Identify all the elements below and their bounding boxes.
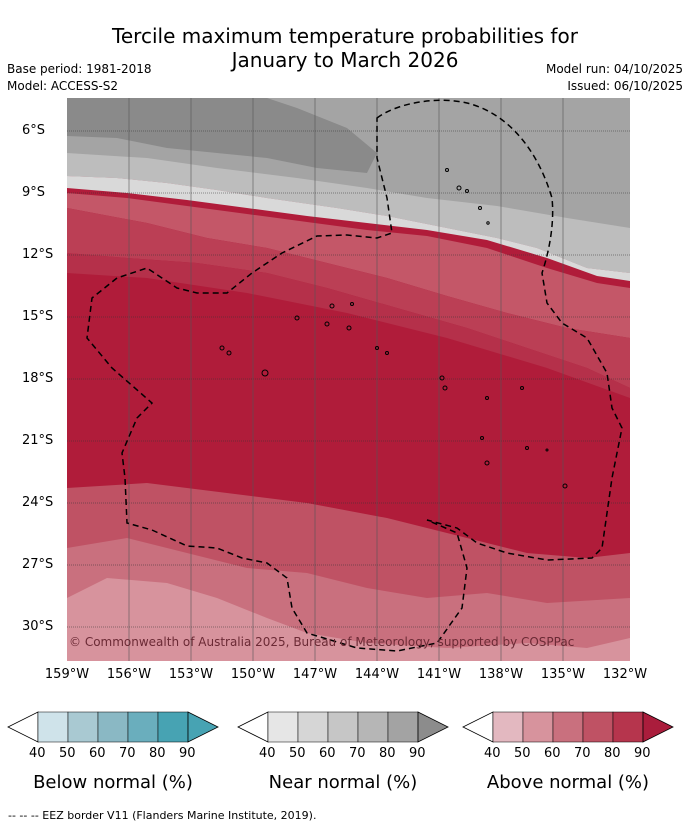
lon-label: 132°W (602, 667, 648, 682)
above-tick: 90 (634, 746, 651, 761)
above-tick: 80 (604, 746, 621, 761)
below-tick: 50 (59, 746, 76, 761)
above-normal-colorbar (462, 711, 674, 743)
near-tick: 50 (289, 746, 306, 761)
above-normal-70-band (67, 193, 630, 338)
near-normal-low-region (67, 153, 630, 273)
lat-label: 12°S (22, 247, 54, 262)
above-normal-80-band (67, 208, 630, 388)
near-tick: 60 (319, 746, 336, 761)
map-title-line2: January to March 2026 (231, 48, 459, 72)
near-normal-title: Near normal (%) (268, 772, 418, 793)
near-normal-high-region (67, 98, 377, 173)
above-tick: 50 (514, 746, 531, 761)
lon-gridlines (128, 98, 564, 661)
below-tick: 40 (29, 746, 46, 761)
below-tick: 60 (89, 746, 106, 761)
lat-label: 9°S (22, 185, 46, 200)
colorbars (7, 711, 674, 743)
lon-label: 159°W (44, 667, 90, 682)
above-normal-85-band (67, 253, 630, 398)
above-normal-title: Above normal (%) (486, 772, 650, 793)
probability-map: © Commonwealth of Australia 2025, Bureau… (67, 98, 630, 661)
near-normal-colorbar (237, 711, 449, 743)
lon-label: 153°W (168, 667, 214, 682)
lon-label: 144°W (354, 667, 400, 682)
lon-label: 147°W (292, 667, 338, 682)
lat-label: 6°S (22, 123, 46, 138)
above-tick: 40 (484, 746, 501, 761)
issued-date: Issued: 06/10/2025 (567, 79, 683, 93)
below-tick: 80 (149, 746, 166, 761)
lat-label: 24°S (22, 495, 54, 510)
lat-label: 30°S (22, 619, 54, 634)
copyright-note: © Commonwealth of Australia 2025, Bureau… (69, 635, 574, 649)
lon-label: 150°W (230, 667, 276, 682)
above-tick: 60 (544, 746, 561, 761)
near-tick: 70 (349, 746, 366, 761)
eez-footnote: -- -- -- EEZ border V11 (Flanders Marine… (8, 809, 317, 822)
eez-borders (86, 99, 623, 652)
lat-label: 27°S (22, 557, 54, 572)
below-normal-colorbar (7, 711, 219, 743)
below-tick: 70 (119, 746, 136, 761)
above-tick: 70 (574, 746, 591, 761)
map-svg: © Commonwealth of Australia 2025, Bureau… (67, 98, 630, 661)
islands (219, 168, 568, 489)
lat-label: 18°S (22, 371, 54, 386)
lon-label: 141°W (416, 667, 462, 682)
model-name: Model: ACCESS-S2 (7, 79, 119, 93)
near-tick: 40 (259, 746, 276, 761)
lon-label: 138°W (478, 667, 524, 682)
model-run: Model run: 04/10/2025 (545, 62, 683, 76)
above-normal-60-south (67, 578, 630, 661)
below-normal-title: Below normal (%) (33, 772, 193, 793)
lon-label: 156°W (106, 667, 152, 682)
map-title-line1: Tercile maximum temperature probabilitie… (112, 24, 578, 48)
near-tick: 80 (379, 746, 396, 761)
below-tick: 90 (179, 746, 196, 761)
lat-label: 21°S (22, 433, 54, 448)
near-tick: 90 (409, 746, 426, 761)
near-normal-40-band (67, 176, 630, 281)
base-period: Base period: 1981-2018 (7, 62, 152, 76)
lon-label: 135°W (540, 667, 586, 682)
lat-label: 15°S (22, 309, 54, 324)
